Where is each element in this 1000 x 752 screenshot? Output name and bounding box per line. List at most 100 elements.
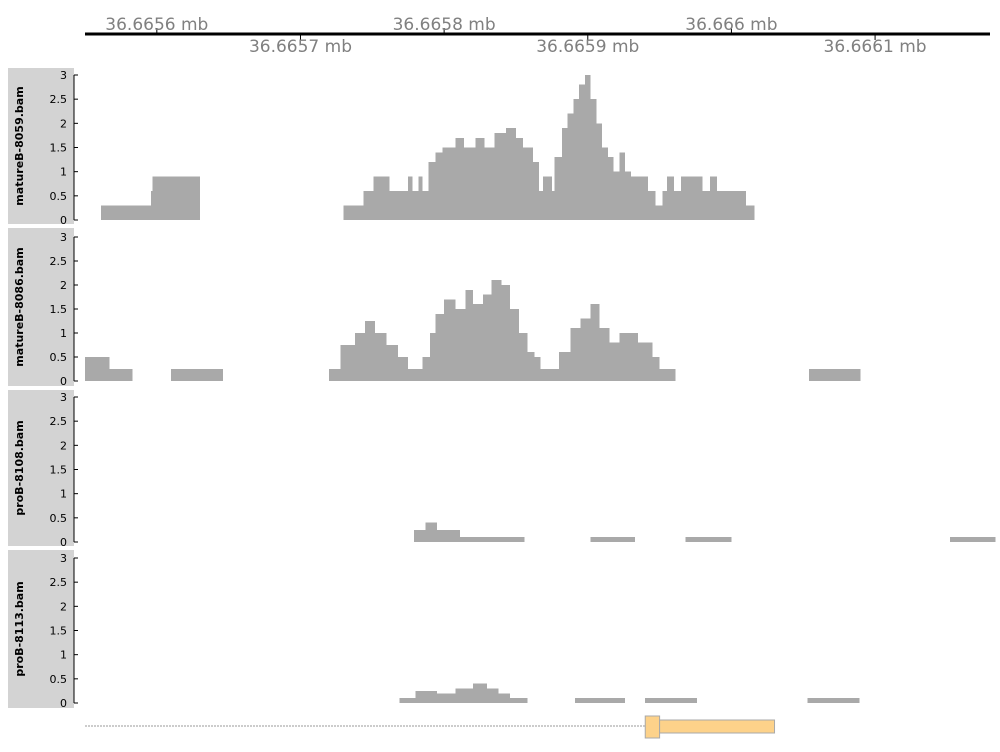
coverage-bars [85, 280, 861, 381]
genome-axis: 36.6656 mb 36.6657 mb 36.6658 mb 36.6659 mb… [85, 15, 990, 57]
genome-axis-tick-label: 36.6659 mb [536, 37, 639, 57]
track-label: matureB-8086.bam [13, 247, 26, 366]
genome-axis-tick-label: 36.6656 mb [105, 15, 208, 35]
y-axis: 0 0.5 1 1.5 2 2.5 3 [50, 552, 78, 710]
coverage-bar [561, 128, 568, 220]
coverage-bar [638, 342, 653, 381]
track-label: proB-8108.bam [13, 420, 26, 515]
coverage-bar [455, 688, 473, 703]
coverage-bar [475, 137, 485, 220]
track-label: matureB-8059.bam [13, 86, 26, 205]
coverage-bar [709, 176, 718, 220]
coverage-bar [472, 304, 483, 381]
coverage-bar [153, 176, 200, 220]
coverage-bar [609, 342, 620, 381]
y-axis-tick-label: 1.5 [50, 142, 68, 155]
coverage-bar [630, 176, 649, 220]
coverage-bar [435, 152, 443, 220]
y-axis: 0 0.5 1 1.5 2 2.5 3 [50, 391, 78, 549]
coverage-bar [673, 191, 682, 220]
coverage-bar [510, 309, 519, 381]
gene-exon-narrow [644, 715, 661, 739]
genome-axis-tick-label: 36.6657 mb [249, 37, 352, 57]
track-label-panel [8, 228, 74, 386]
coverage-bar [579, 84, 585, 221]
coverage-bar [515, 137, 524, 220]
y-axis-tick-label: 1 [60, 327, 67, 340]
y-axis-tick-label: 2.5 [50, 415, 68, 428]
coverage-bar [745, 205, 755, 220]
coverage-bar [527, 352, 535, 381]
genome-axis-tick-label: 36.6661 mb [824, 37, 927, 57]
coverage-bar [662, 191, 667, 220]
coverage-bar [399, 698, 416, 703]
coverage-bar [386, 345, 399, 381]
coverage-bar [482, 294, 492, 381]
y-axis-tick-label: 0 [60, 697, 67, 710]
coverage-bar [484, 147, 495, 220]
coverage-bar [465, 289, 473, 381]
coverage-bar [567, 113, 574, 220]
coverage-track-proB-8108: proB-8108.bam 0 0.5 1 1.5 2 2.5 3 [8, 390, 996, 549]
y-axis: 0 0.5 1 1.5 2 2.5 3 [50, 69, 78, 227]
coverage-bar [422, 357, 430, 381]
y-axis-tick-label: 1.5 [50, 303, 68, 316]
coverage-bar [543, 176, 552, 220]
coverage-bar [455, 137, 465, 220]
coverage-bar [375, 333, 387, 381]
coverage-bar [455, 529, 460, 542]
coverage-bar [510, 698, 528, 703]
coverage-bar [652, 357, 660, 381]
coverage-bar [171, 369, 223, 381]
coverage-bar [619, 333, 639, 381]
y-axis-tick-label: 0.5 [50, 512, 68, 525]
coverage-bar [681, 176, 692, 220]
coverage-bar [554, 157, 562, 220]
coverage-bar [408, 176, 413, 220]
coverage-bar [580, 318, 591, 381]
coverage-bar [413, 529, 426, 542]
coverage-bar [429, 333, 436, 381]
coverage-bar [590, 537, 636, 542]
y-axis-tick-label: 2 [60, 439, 67, 452]
track-label-panel [8, 390, 74, 546]
coverage-bar [498, 693, 511, 703]
y-axis-tick-label: 0.5 [50, 190, 68, 203]
coverage-bar [152, 176, 154, 220]
coverage-bar [408, 369, 423, 381]
coverage-bar [487, 688, 499, 703]
coverage-bar [501, 285, 511, 381]
gene-model-track [85, 715, 776, 739]
coverage-bar [613, 171, 620, 220]
coverage-bar [590, 99, 597, 220]
coverage-bar [619, 152, 626, 220]
genome-axis-tick-label: 36.666 mb [685, 15, 777, 35]
coverage-bar [625, 171, 631, 220]
coverage-bar [949, 537, 996, 542]
coverage-bar [85, 357, 110, 381]
coverage-bar [329, 369, 341, 381]
y-axis-tick-label: 2 [60, 600, 67, 613]
genome-axis-tick-label: 36.6658 mb [393, 15, 496, 35]
y-axis-tick-label: 3 [60, 391, 67, 404]
y-axis-tick-label: 3 [60, 552, 67, 565]
coverage-bar [340, 345, 356, 381]
coverage-bar [422, 191, 429, 220]
track-label: proB-8113.bam [13, 581, 26, 676]
coverage-bar [455, 309, 466, 381]
gene-exon-wide [659, 719, 776, 734]
y-axis-tick-label: 0.5 [50, 673, 68, 686]
y-axis: 0 0.5 1 1.5 2 2.5 3 [50, 231, 78, 388]
coverage-bar [418, 176, 423, 220]
coverage-bar [607, 157, 614, 220]
coverage-bar [494, 133, 506, 220]
coverage-bar [551, 191, 555, 220]
coverage-bar [343, 205, 364, 220]
coverage-bar [533, 162, 539, 220]
y-axis-tick-label: 0 [60, 375, 67, 388]
coverage-bars [100, 75, 755, 221]
coverage-bar [666, 176, 674, 220]
coverage-bar [436, 693, 456, 703]
coverage-bar [590, 304, 600, 381]
